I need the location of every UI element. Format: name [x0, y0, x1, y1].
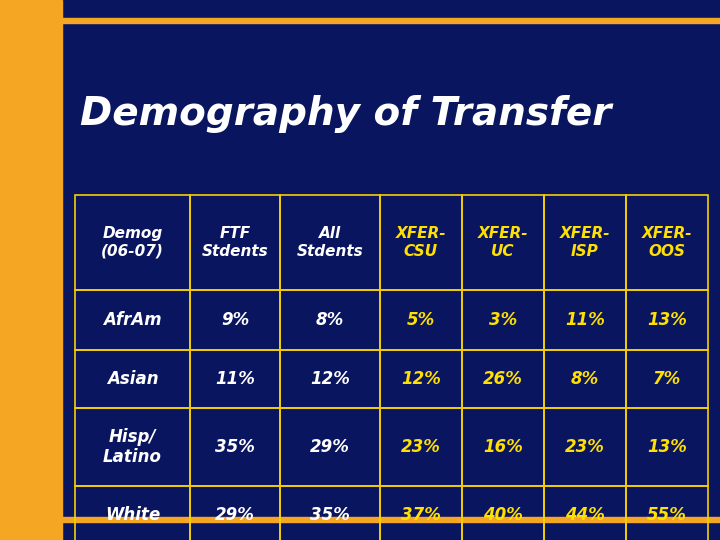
- Text: 29%: 29%: [310, 438, 350, 456]
- Text: Demog
(06-07): Demog (06-07): [101, 226, 164, 259]
- Text: 40%: 40%: [483, 506, 523, 524]
- Text: XFER-
CSU: XFER- CSU: [396, 226, 446, 259]
- Text: XFER-
ISP: XFER- ISP: [559, 226, 611, 259]
- Text: XFER-
UC: XFER- UC: [477, 226, 528, 259]
- Text: AfrAm: AfrAm: [103, 311, 162, 329]
- Text: 12%: 12%: [310, 370, 350, 388]
- Text: 23%: 23%: [401, 438, 441, 456]
- Text: 26%: 26%: [483, 370, 523, 388]
- Text: 3%: 3%: [489, 311, 517, 329]
- Text: 7%: 7%: [653, 370, 681, 388]
- Text: 5%: 5%: [407, 311, 435, 329]
- Text: Demography of Transfer: Demography of Transfer: [80, 95, 611, 133]
- Text: FTF
Stdents: FTF Stdents: [202, 226, 269, 259]
- Text: Hisp/
Latino: Hisp/ Latino: [103, 428, 162, 467]
- Text: 11%: 11%: [215, 370, 255, 388]
- Text: 8%: 8%: [316, 311, 344, 329]
- Text: 12%: 12%: [401, 370, 441, 388]
- Text: 55%: 55%: [647, 506, 687, 524]
- Text: XFER-
OOS: XFER- OOS: [642, 226, 693, 259]
- Text: 44%: 44%: [565, 506, 605, 524]
- Text: 29%: 29%: [215, 506, 255, 524]
- Text: 9%: 9%: [221, 311, 249, 329]
- Text: 35%: 35%: [310, 506, 350, 524]
- Text: Asian: Asian: [107, 370, 158, 388]
- Text: 11%: 11%: [565, 311, 605, 329]
- Text: 23%: 23%: [565, 438, 605, 456]
- Text: 8%: 8%: [571, 370, 599, 388]
- Text: 35%: 35%: [215, 438, 255, 456]
- Text: 37%: 37%: [401, 506, 441, 524]
- Text: 16%: 16%: [483, 438, 523, 456]
- Text: 13%: 13%: [647, 311, 687, 329]
- Text: 13%: 13%: [647, 438, 687, 456]
- Text: All
Stdents: All Stdents: [297, 226, 364, 259]
- Text: White: White: [105, 506, 160, 524]
